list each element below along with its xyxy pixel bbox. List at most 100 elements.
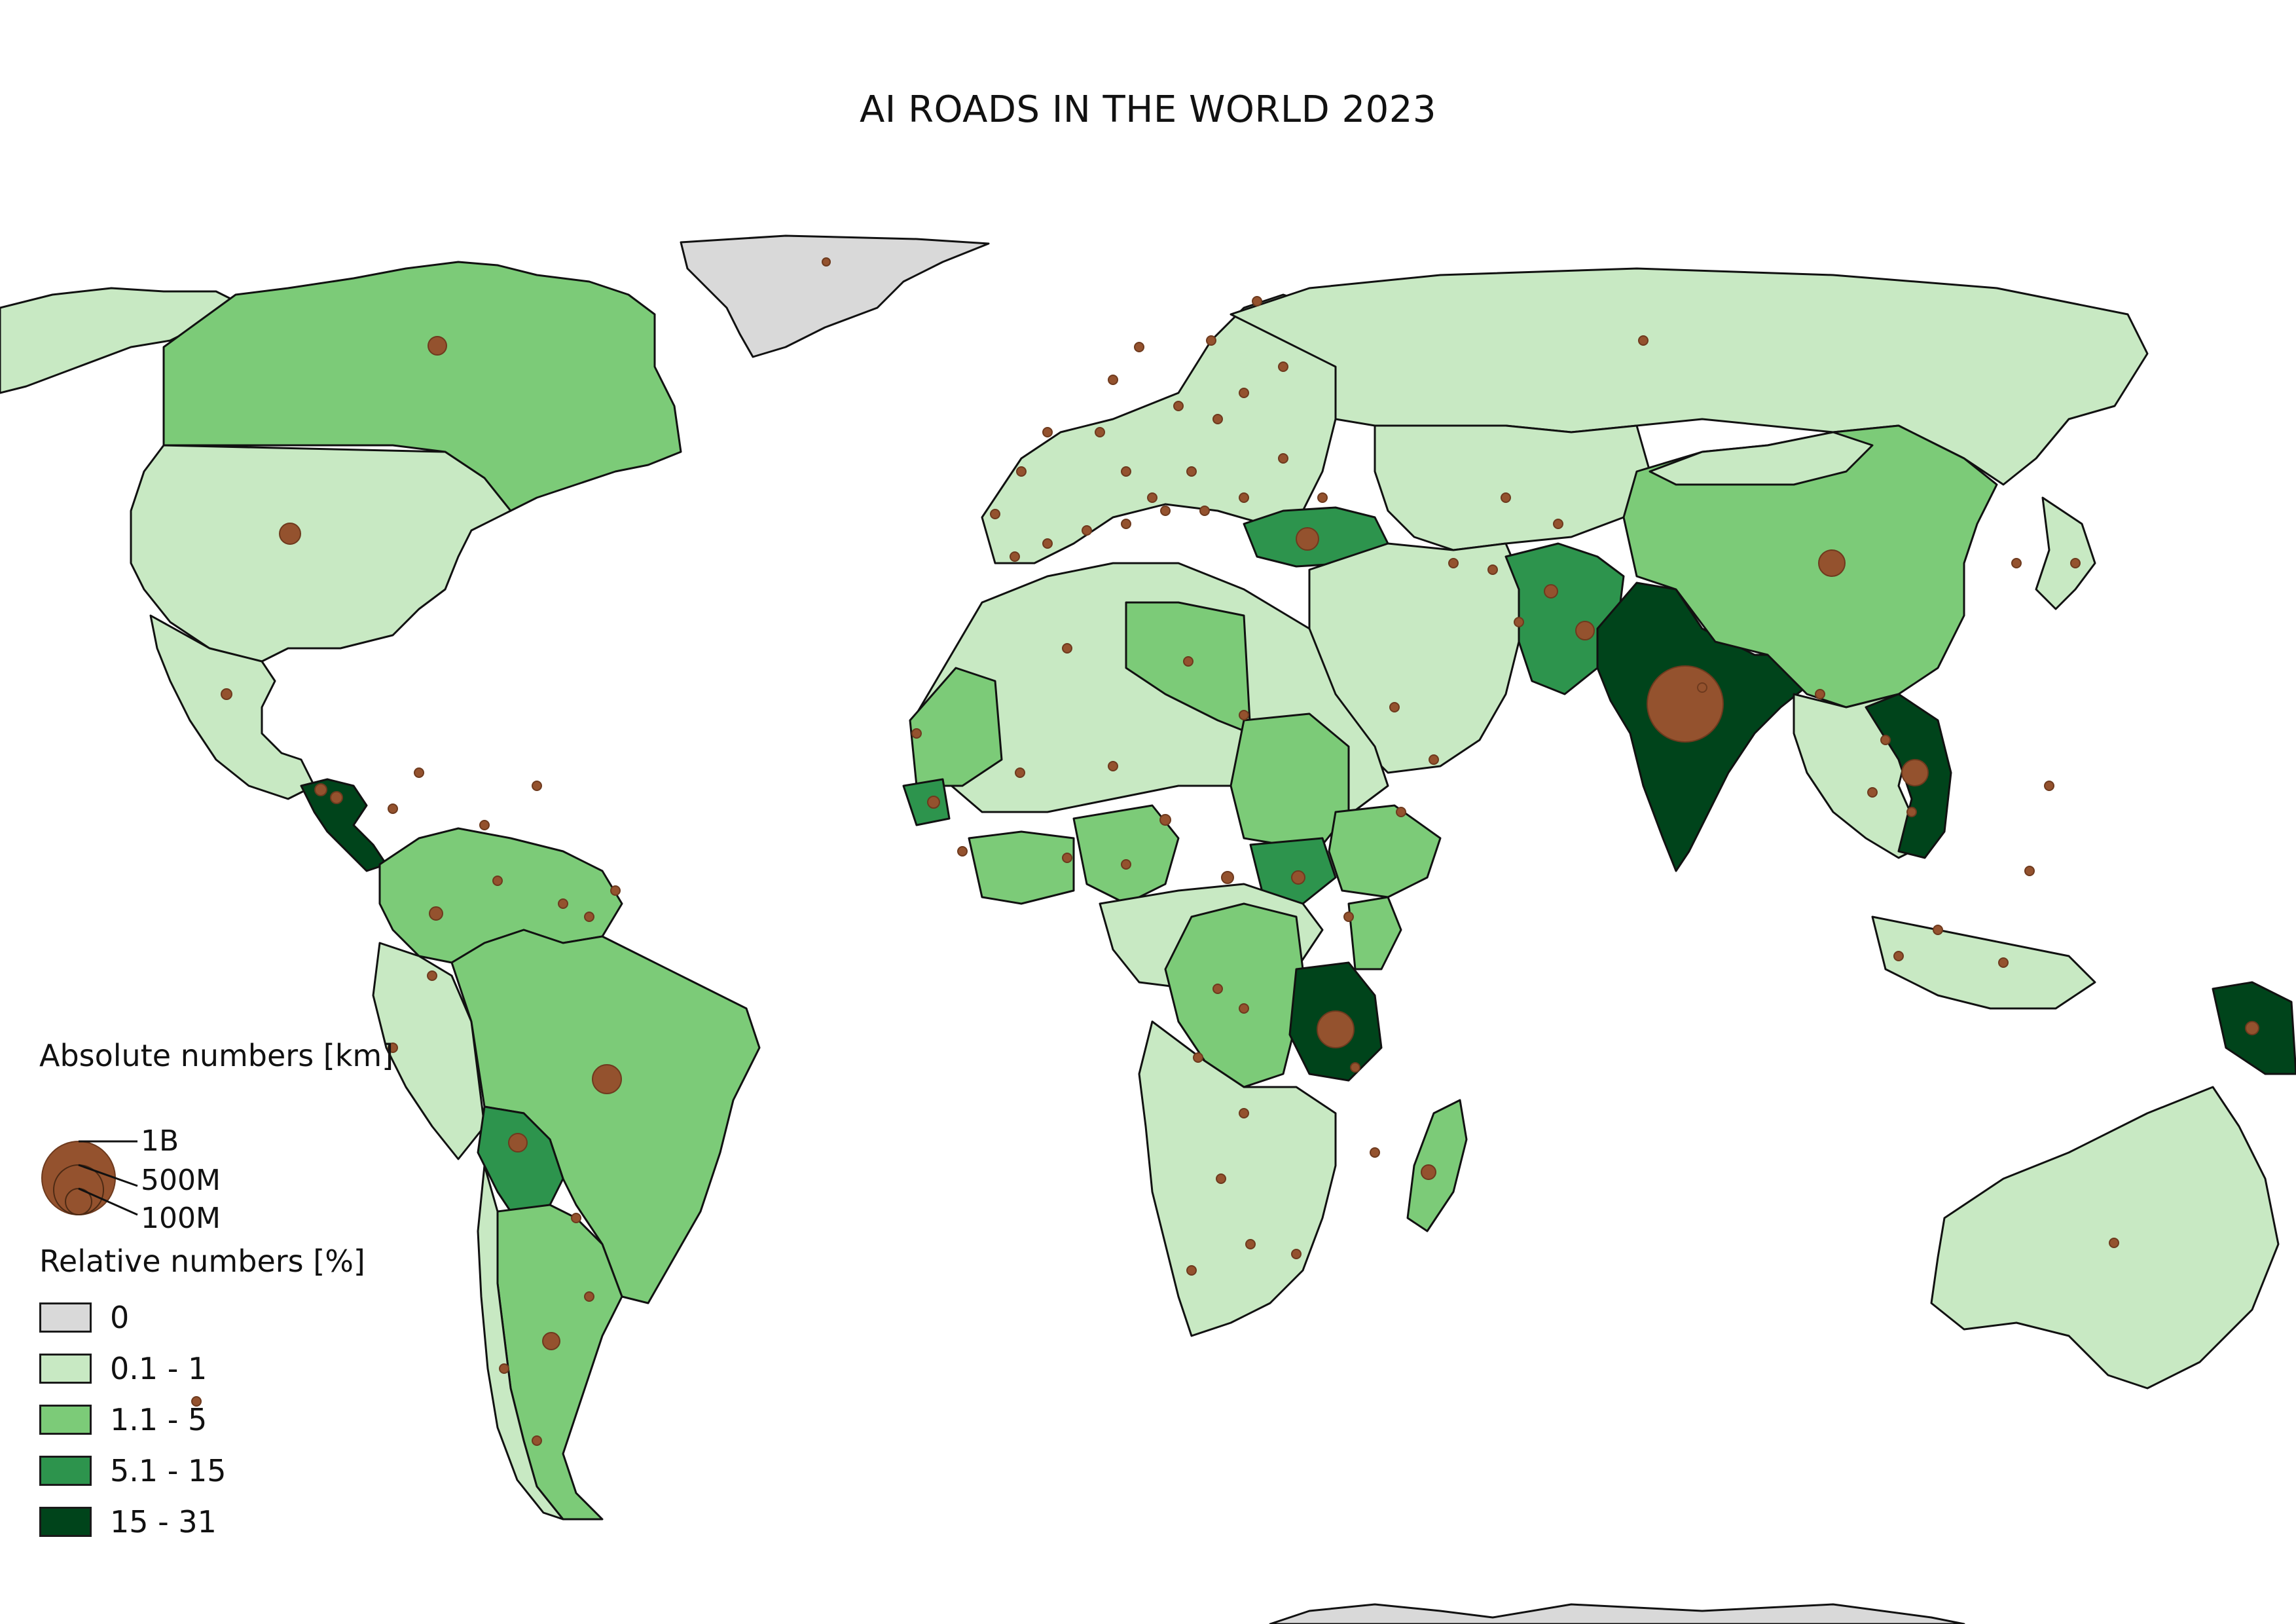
central-asia-shape [1374, 424, 1651, 551]
size-legend-circles [41, 1140, 138, 1216]
road-length-bubble [1134, 342, 1144, 352]
road-length-bubble [1389, 702, 1400, 712]
road-length-bubble [1278, 453, 1288, 464]
road-length-bubble [1998, 957, 2009, 968]
road-length-bubble [592, 1064, 622, 1094]
road-length-bubble [1893, 951, 1904, 961]
legend-class-row: 15 - 31 [39, 1496, 393, 1547]
road-length-bubble [584, 912, 594, 922]
road-length-bubble [610, 885, 621, 896]
road-length-bubble [1647, 665, 1724, 743]
legend-swatch [39, 1354, 92, 1384]
madagascar-shape [1406, 1099, 1468, 1232]
legend-class-row: 0.1 - 1 [39, 1343, 393, 1394]
road-length-bubble [1429, 754, 1439, 765]
road-length-bubble [1370, 1147, 1380, 1158]
road-length-bubble [388, 803, 398, 814]
road-length-bubble [330, 791, 343, 804]
road-length-bubble [508, 1133, 528, 1153]
legend-swatch [39, 1507, 92, 1537]
australia-shape [1930, 1086, 2280, 1390]
road-length-bubble [1343, 912, 1354, 922]
legend-class-label: 0 [110, 1300, 130, 1335]
road-length-bubble [492, 876, 503, 886]
road-length-bubble [1239, 492, 1249, 503]
mexico-shape [149, 614, 316, 800]
antarctica-shape [1269, 1603, 1965, 1624]
road-length-bubble [1042, 427, 1053, 437]
road-length-bubble [1350, 1062, 1360, 1073]
japan-shape [2035, 496, 2096, 610]
road-length-bubble [1010, 551, 1020, 562]
road-length-bubble [822, 257, 831, 267]
road-length-bubble [1239, 710, 1249, 720]
road-length-bubble [1278, 361, 1288, 372]
road-length-bubble [314, 783, 327, 796]
west-africa-shape [909, 667, 1003, 787]
road-length-bubble [1448, 558, 1459, 568]
road-length-bubble [191, 1396, 202, 1407]
south-sudan-shape [1249, 837, 1337, 905]
road-length-bubble [388, 1043, 398, 1053]
legend-swatch [39, 1405, 92, 1435]
road-length-bubble [499, 1363, 509, 1374]
road-length-bubble [1296, 527, 1319, 551]
road-length-bubble [1818, 549, 1846, 577]
greenland-shape [680, 234, 990, 358]
road-length-bubble [1183, 656, 1194, 667]
legend-class-label: 0.1 - 1 [110, 1351, 208, 1386]
road-length-bubble [1121, 466, 1131, 477]
size-label-500m: 500M [141, 1164, 221, 1197]
road-length-bubble [1221, 871, 1234, 884]
road-length-bubble [911, 728, 922, 739]
absolute-legend-title: Absolute numbers [km] [39, 1038, 394, 1073]
road-length-bubble [1193, 1052, 1203, 1063]
road-length-bubble [1544, 584, 1558, 599]
road-length-bubble [2245, 1021, 2259, 1035]
legend-class-label: 1.1 - 5 [110, 1402, 208, 1437]
kenya-shape [1347, 896, 1402, 970]
road-length-bubble [1082, 525, 1092, 536]
road-length-bubble [221, 688, 232, 700]
road-length-bubble [2011, 558, 2022, 568]
road-length-bubble [584, 1291, 594, 1302]
road-length-bubble [1906, 807, 1917, 817]
road-length-bubble [2109, 1238, 2119, 1248]
legend-swatch [39, 1456, 92, 1486]
road-length-bubble [1815, 689, 1825, 699]
chile-shape [477, 1164, 564, 1521]
peru-shape [372, 942, 486, 1160]
road-length-bubble [1514, 617, 1524, 627]
road-length-bubble [1697, 682, 1707, 693]
legend-class-label: 5.1 - 15 [110, 1453, 227, 1488]
road-length-bubble [571, 1213, 581, 1223]
road-length-bubble [1317, 1010, 1355, 1048]
road-length-bubble [1159, 814, 1171, 826]
road-length-bubble [428, 336, 447, 356]
sudan-shape [1230, 712, 1350, 846]
road-length-bubble [1880, 735, 1891, 745]
mongolia-shape [1649, 431, 1874, 486]
road-length-bubble [1212, 414, 1223, 424]
road-length-bubble [1062, 853, 1072, 863]
legend-class-row: 5.1 - 15 [39, 1445, 393, 1496]
road-length-bubble [2070, 558, 2081, 568]
road-length-bubble [1199, 506, 1210, 516]
relative-legend-title: Relative numbers [%] [39, 1244, 365, 1279]
road-length-bubble [1252, 296, 1262, 306]
legend: Absolute numbers [km] 1B 500M 100M Relat… [39, 1038, 393, 1547]
size-legend: 1B 500M 100M [39, 1086, 262, 1235]
road-length-bubble [558, 898, 568, 909]
russia-shape [1230, 267, 2149, 486]
indonesia-shape [1871, 915, 2096, 1010]
road-length-bubble [414, 767, 424, 778]
road-length-bubble [427, 970, 437, 981]
gulf-coast-shape [968, 830, 1075, 905]
road-length-bubble [1160, 506, 1171, 516]
legend-class-row: 0 [39, 1292, 393, 1343]
road-length-bubble [2024, 866, 2035, 876]
road-length-bubble [1901, 759, 1929, 786]
road-length-bubble [1216, 1173, 1226, 1184]
map-title: AI ROADS IN THE WORLD 2023 [859, 88, 1437, 131]
